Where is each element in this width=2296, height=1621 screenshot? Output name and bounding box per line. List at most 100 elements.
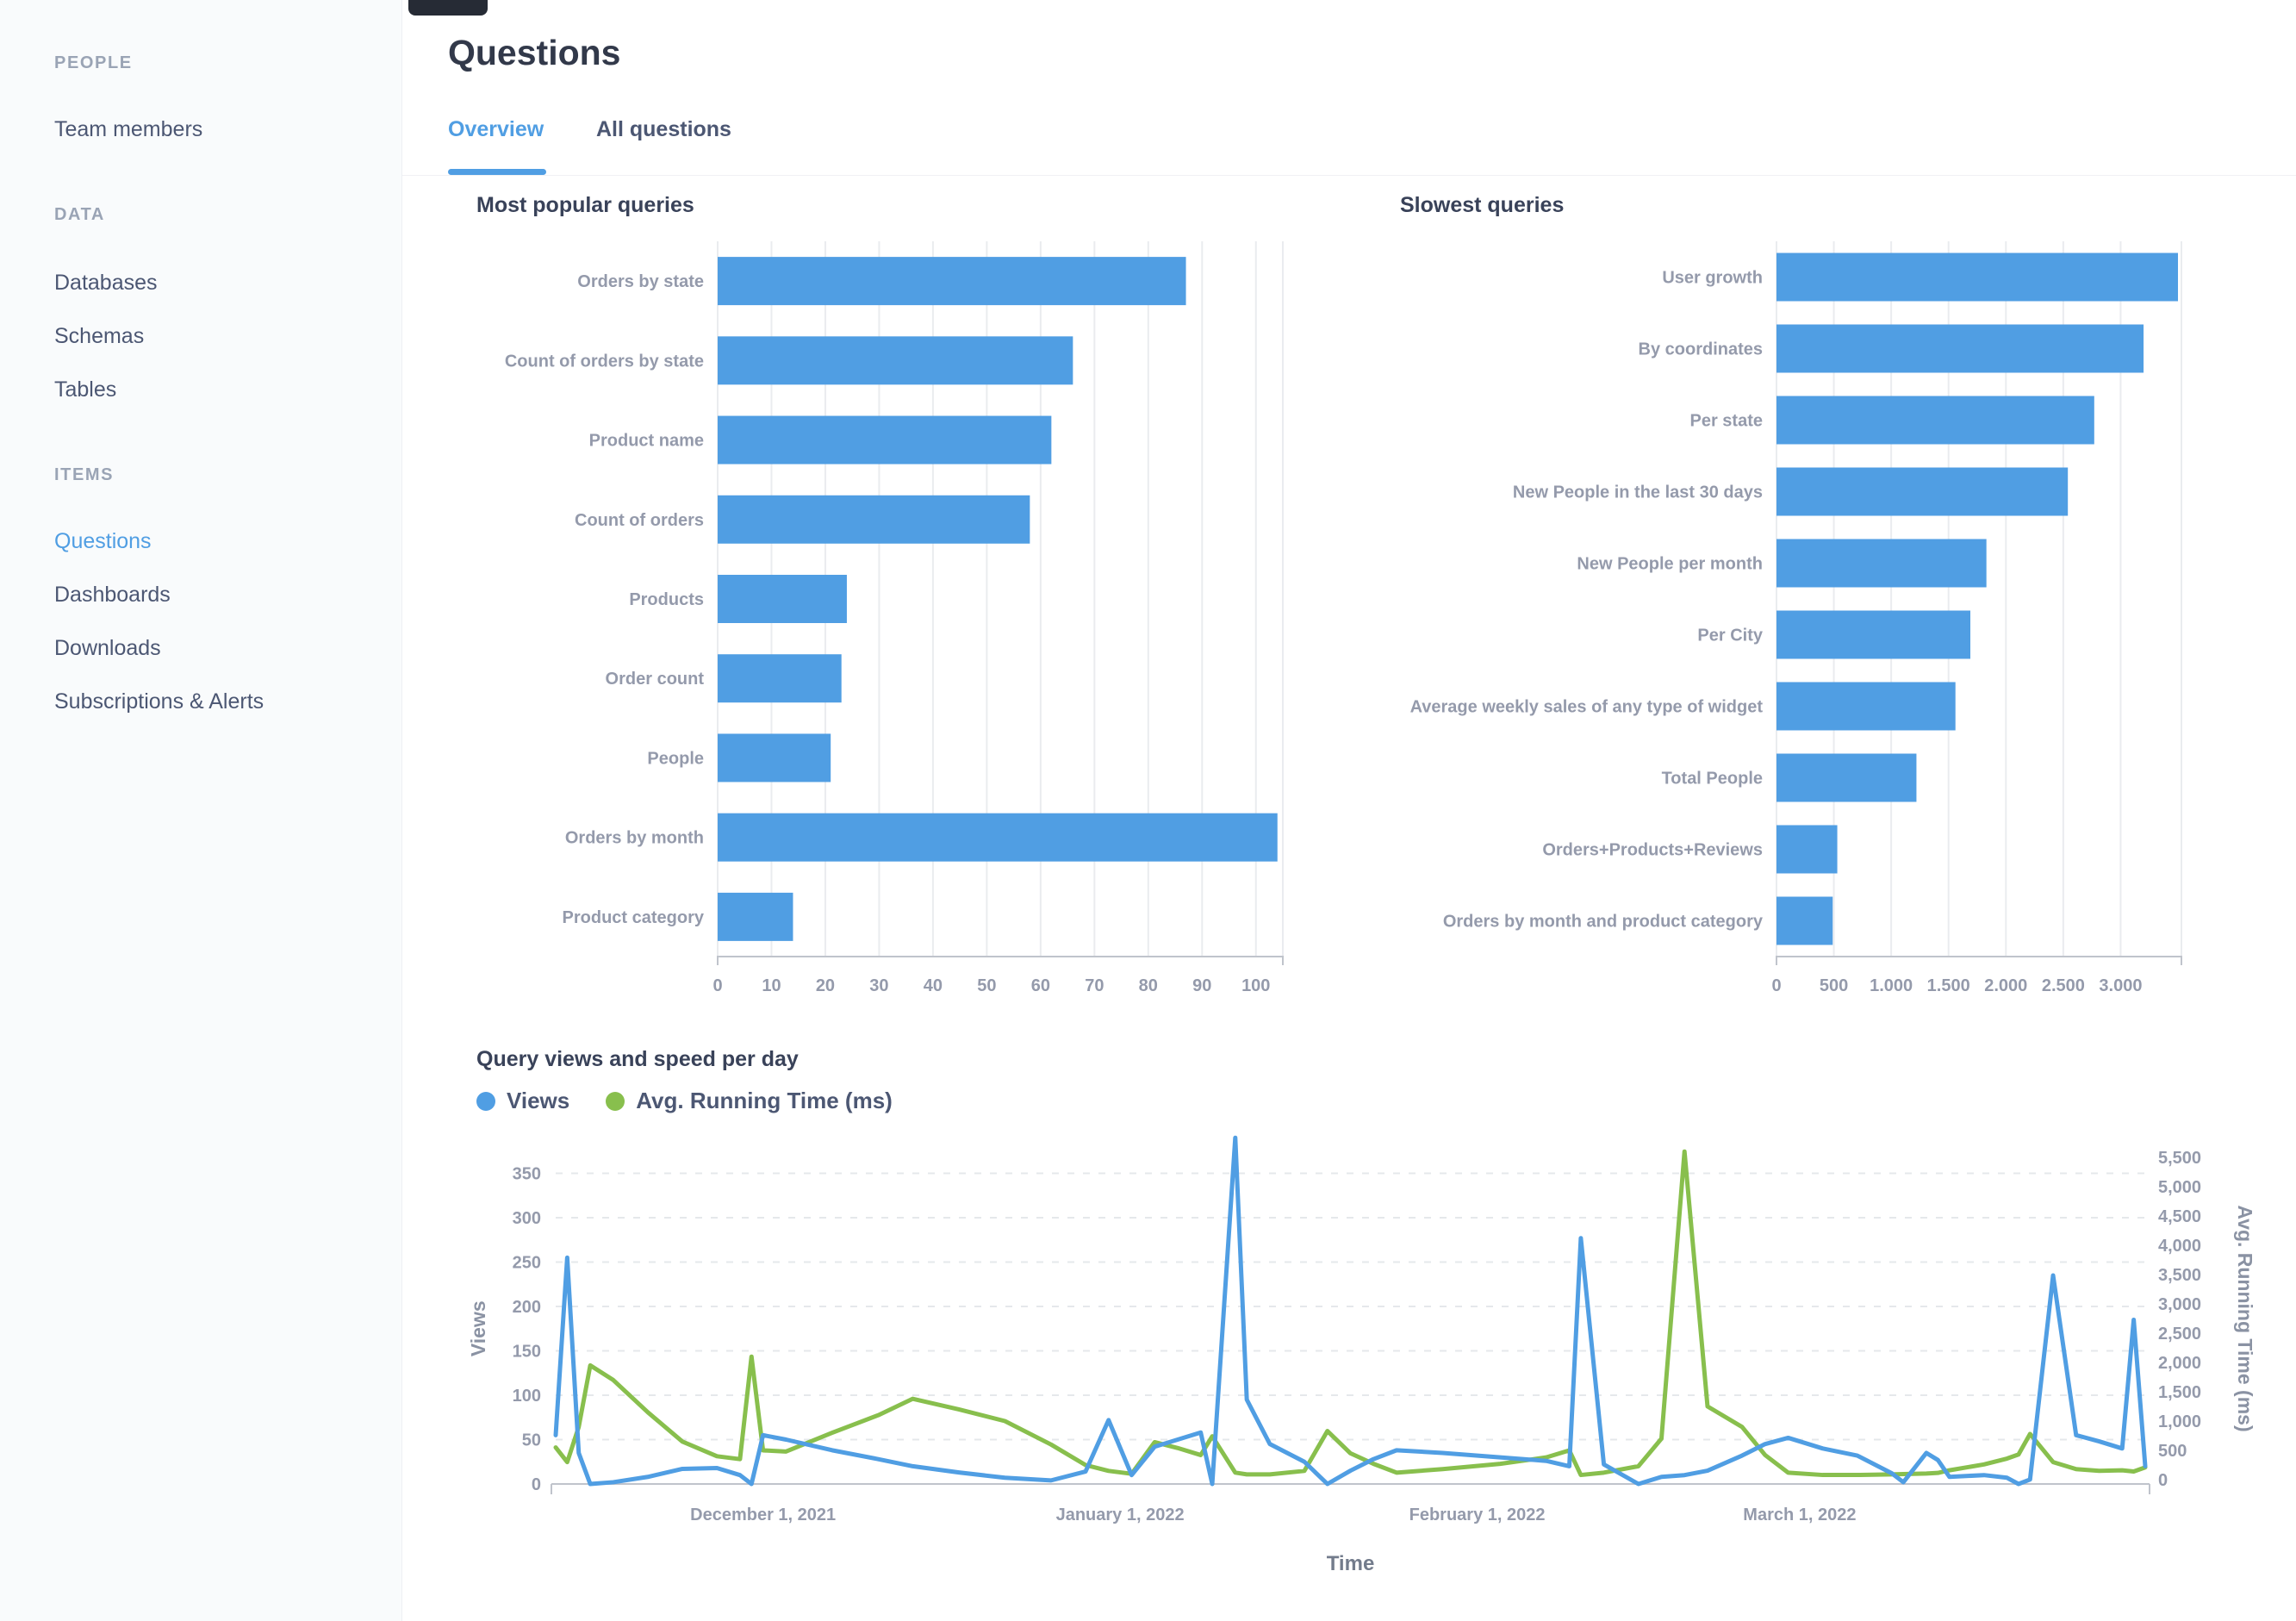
left-y-tick-label: 0 [532,1475,541,1494]
bar-category-label: User growth [1662,269,1763,288]
x-tick-label: 60 [1031,976,1050,991]
x-tick-label: 90 [1192,976,1211,991]
sidebar-item-team-members[interactable]: Team members [54,117,203,141]
chart-title-query-views-speed: Query views and speed per day [476,1047,799,1071]
bar[interactable] [718,892,793,941]
bar[interactable] [1776,253,2179,302]
bar[interactable] [1776,753,1917,802]
bar[interactable] [1776,610,1971,659]
x-tick-label: 2,500 [2042,976,2085,991]
sidebar-item-schemas[interactable]: Schemas [54,324,145,348]
query-views-speed-line-chart: 0 50 100 150 200 250 300 350 0 500 1,000 1,500 2,000… [467,1135,2256,1575]
bar[interactable] [718,257,1186,306]
right-y-tick-label: 500 [2158,1442,2187,1461]
left-axis-title: Views [467,1300,489,1356]
sidebar-section-items: ITEMS [54,465,115,484]
x-tick-label: 500 [1820,976,1848,991]
right-axis-title: Avg. Running Time (ms) [2234,1205,2256,1431]
bar-category-label: New People in the last 30 days [1513,483,1763,502]
right-y-tick-label: 4,000 [2158,1237,2201,1256]
x-tick-label: January 1, 2022 [1056,1506,1185,1524]
running-time-legend-label: Avg. Running Time (ms) [636,1088,893,1113]
views-line [553,1135,2148,1487]
x-tick-label: December 1, 2021 [690,1506,836,1524]
bar-category-label: Average weekly sales of any type of widg… [1410,698,1764,717]
x-tick-label: February 1, 2022 [1409,1506,1546,1524]
right-y-tick-label: 2,000 [2158,1354,2201,1373]
bar-category-label: Per City [1697,627,1763,645]
sidebar-item-subscriptions-alerts[interactable]: Subscriptions & Alerts [54,689,264,714]
bar-category-label: Product name [589,432,704,451]
x-tick-label: 30 [869,976,888,991]
bar-category-label: Orders by month and product category [1443,913,1764,932]
bar[interactable] [1776,825,1838,874]
right-y-tick-label: 0 [2158,1471,2168,1490]
sidebar-section-data: DATA [54,205,105,224]
tab-overview[interactable]: Overview [448,117,544,141]
x-tick-label: 3,000 [2099,976,2142,991]
line-chart-legend: Views Avg. Running Time (ms) [476,1088,929,1114]
bar-category-label: Total People [1662,770,1763,789]
bar-category-label: New People per month [1577,555,1763,574]
bar-category-label: Per state [1690,412,1764,431]
bar-category-label: Order count [606,670,705,689]
bar-category-label: Count of orders by state [505,352,704,371]
top-edge-fragment [408,0,488,16]
right-y-tick-label: 1,000 [2158,1412,2201,1431]
x-axis-title: Time [1327,1552,1375,1575]
views-legend-dot [476,1091,495,1111]
left-y-tick-label: 300 [513,1209,541,1228]
right-y-tick-label: 2,500 [2158,1325,2201,1344]
right-y-tick-label: 5,500 [2158,1149,2201,1168]
left-y-tick-label: 150 [513,1343,541,1362]
left-y-tick-label: 200 [513,1298,541,1317]
chart-title-slowest-queries: Slowest queries [1400,193,1565,217]
x-tick-label: 1,000 [1870,976,1913,991]
bar[interactable] [1776,324,2144,373]
sidebar: PEOPLE Team members DATA Databases Schem… [0,0,402,1621]
bar-category-label: Orders by month [565,829,704,848]
right-y-tick-label: 4,500 [2158,1207,2201,1226]
right-y-tick-label: 3,500 [2158,1266,2201,1285]
bar-category-label: Orders+Products+Reviews [1542,841,1763,860]
bar[interactable] [718,733,831,782]
sidebar-item-tables[interactable]: Tables [54,377,117,402]
bar[interactable] [718,813,1278,862]
avg-running-time-line [553,1149,2148,1478]
right-y-tick-label: 5,000 [2158,1178,2201,1197]
bar[interactable] [718,415,1052,464]
sidebar-item-dashboards[interactable]: Dashboards [54,583,171,607]
x-tick-label: March 1, 2022 [1743,1506,1856,1524]
bar-category-label: Count of orders [575,511,704,530]
tab-all-questions[interactable]: All questions [596,117,731,141]
right-y-tick-label: 1,500 [2158,1383,2201,1402]
chart-title-most-popular-queries: Most popular queries [476,193,694,217]
bar[interactable] [718,495,1030,544]
bar[interactable] [1776,682,1956,731]
bar[interactable] [718,575,847,623]
x-tick-label: 0 [712,976,722,991]
bar[interactable] [1776,396,2094,445]
bar-category-label: Products [629,590,704,609]
bar-category-label: People [647,749,704,768]
x-tick-label: 50 [977,976,996,991]
bar[interactable] [1776,539,1987,588]
bar[interactable] [1776,896,1833,945]
x-tick-label: 40 [924,976,943,991]
bar-category-label: Product category [563,908,705,927]
sidebar-item-databases[interactable]: Databases [54,271,158,295]
left-y-tick-label: 350 [513,1165,541,1184]
bar[interactable] [718,654,842,703]
left-y-tick-label: 50 [522,1431,541,1450]
page-title: Questions [448,33,621,72]
x-tick-label: 2,000 [1984,976,2027,991]
sidebar-item-downloads[interactable]: Downloads [54,636,161,660]
active-tab-indicator [448,169,546,175]
bar[interactable] [718,336,1073,385]
x-tick-label: 10 [762,976,781,991]
bar[interactable] [1776,467,2069,516]
left-y-tick-label: 100 [513,1387,541,1406]
x-tick-label: 0 [1771,976,1781,991]
sidebar-item-questions[interactable]: Questions [54,529,152,553]
